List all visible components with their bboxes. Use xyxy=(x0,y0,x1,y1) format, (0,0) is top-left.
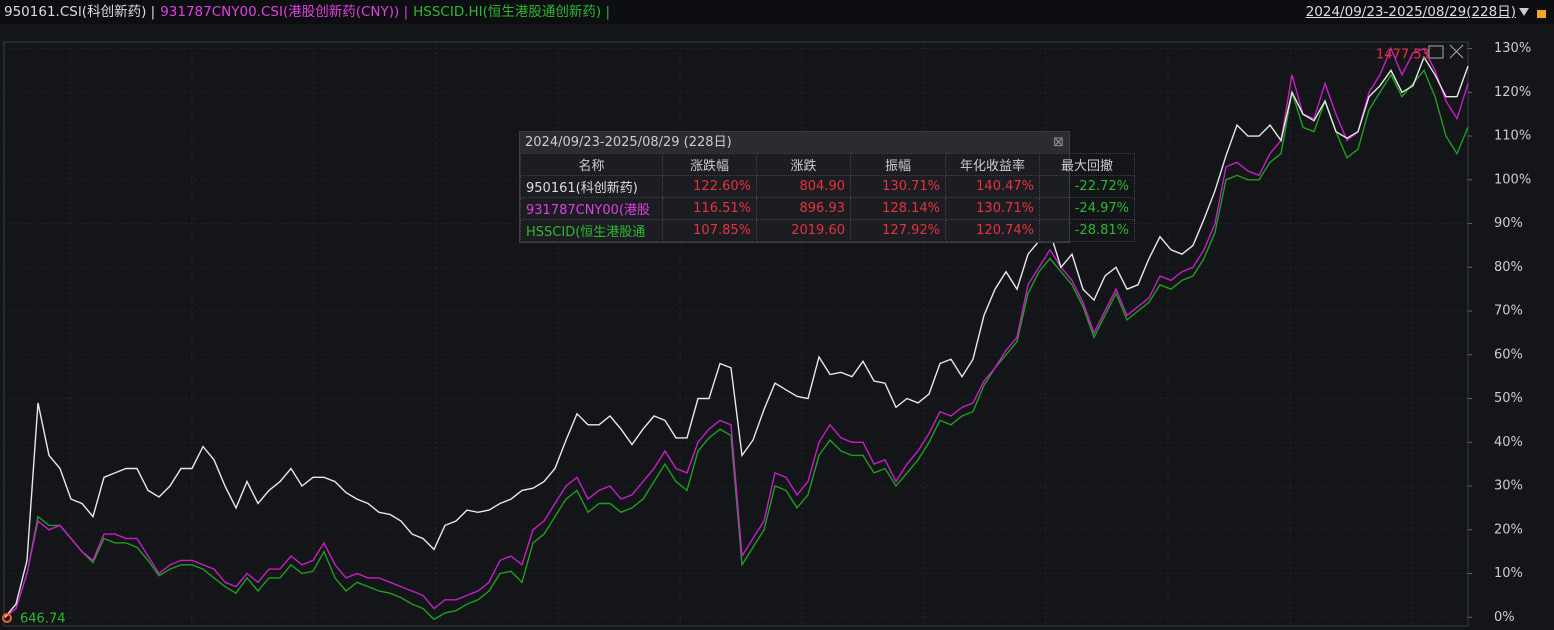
table-cell: 2019.60 xyxy=(756,219,851,242)
table-cell: 804.90 xyxy=(756,175,851,198)
y-tick-label: 10% xyxy=(1494,566,1523,581)
series-line xyxy=(4,69,1469,621)
column-header: 涨跌 xyxy=(756,153,851,176)
annotation: 1477.53 xyxy=(1376,48,1430,63)
dropdown-icon[interactable] xyxy=(1519,8,1529,16)
column-header: 名称 xyxy=(520,153,663,176)
lock-icon[interactable] xyxy=(1537,10,1546,18)
table-cell: -24.97% xyxy=(1039,197,1135,220)
series-line xyxy=(4,46,1469,618)
table-cell: -28.81% xyxy=(1039,219,1135,242)
table-cell: 950161(科创新药) xyxy=(520,175,663,198)
y-tick-label: 110% xyxy=(1494,129,1531,144)
table-cell: 931787CNY00(港股 xyxy=(520,197,663,220)
stats-table: 2024/09/23-2025/08/29 (228日) ⊠ 名称 涨跌幅 涨跌 振幅年… xyxy=(519,131,1135,243)
table-cell: 128.14% xyxy=(850,197,946,220)
y-tick-label: 40% xyxy=(1494,435,1523,450)
table: 名称 涨跌幅 涨跌 振幅 年化收益率 最大回撤 950161(科创新药) 122.60% 804… xyxy=(520,153,1135,242)
y-tick-label: 20% xyxy=(1494,522,1523,537)
table-cell: -22.72% xyxy=(1039,175,1135,198)
icon[interactable] xyxy=(1428,45,1444,59)
close-icon[interactable]: ⊠ xyxy=(1053,135,1064,150)
annotation: 646.74 xyxy=(20,612,66,627)
toolbar-icons xyxy=(1428,8,1546,59)
y-tick-label: 90% xyxy=(1494,216,1523,231)
column-header: 最大回撤 xyxy=(1039,153,1135,176)
table-cell: 130.71% xyxy=(945,197,1040,220)
y-tick-label: 80% xyxy=(1494,260,1523,275)
table-row: 931787CNY00(港股 116.51% 896.93 128.14% 130.71… xyxy=(520,197,1135,220)
table-cell: 127.92% xyxy=(850,219,946,242)
table-cell: HSSCID(恒生港股通 xyxy=(520,219,663,242)
y-tick-label: 120% xyxy=(1494,85,1531,100)
plot-frame xyxy=(3,41,1469,627)
range-label[interactable]: 2024/09/23-2025/08/29(228日) xyxy=(1305,4,1516,20)
legend-entry: HSSCID.HI(恒生港股通创新药) | xyxy=(413,4,611,20)
y-tick-label: 50% xyxy=(1494,391,1523,406)
table-title: 2024/09/23-2025/08/29 (228日) ⊠ xyxy=(520,132,1069,153)
y-tick-label: 130% xyxy=(1494,41,1531,56)
table-cell: 140.47% xyxy=(945,175,1040,198)
table-cell: 116.51% xyxy=(662,197,757,220)
legend-entry: 950161.CSI(科创新药) | xyxy=(4,4,156,20)
table-cell: 130.71% xyxy=(850,175,946,198)
y-tick-label: 0% xyxy=(1494,610,1515,625)
column-header: 年化收益率 xyxy=(945,153,1040,176)
table-cell: 120.74% xyxy=(945,219,1040,242)
table-cell: 107.85% xyxy=(662,219,757,242)
table-title-text: 2024/09/23-2025/08/29 (228日) xyxy=(525,135,732,150)
table-cell: 122.60% xyxy=(662,175,757,198)
legend-entry: 931787CNY00.CSI(港股创新药(CNY)) | xyxy=(160,4,409,20)
table-cell: 896.93 xyxy=(756,197,851,220)
y-tick-label: 100% xyxy=(1494,172,1531,187)
column-header: 振幅 xyxy=(850,153,946,176)
column-header: 涨跌幅 xyxy=(662,153,757,176)
header-bar xyxy=(0,0,1554,24)
marker xyxy=(2,613,12,623)
series-line xyxy=(4,55,1469,618)
icon[interactable] xyxy=(1449,44,1464,59)
y-tick-label: 70% xyxy=(1494,304,1523,319)
legend: 950161.CSI(科创新药) | 931787CNY00.CSI(港股创新药(… xyxy=(4,2,610,22)
y-tick-label: 60% xyxy=(1494,347,1523,362)
table-row: 950161(科创新药) 122.60% 804.90 130.71% 140.47% -… xyxy=(520,175,1135,198)
y-tick-label: 30% xyxy=(1494,479,1523,494)
header-row: 名称 涨跌幅 涨跌 振幅 年化收益率 最大回撤 xyxy=(520,153,1135,176)
table-row: HSSCID(恒生港股通 107.85% 2019.60 127.92% 120.74%… xyxy=(520,219,1135,242)
